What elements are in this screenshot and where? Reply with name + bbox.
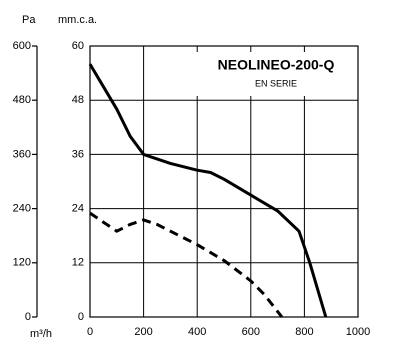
- x-tick-label: 800: [295, 326, 313, 338]
- y-tick-label: 36: [72, 148, 84, 160]
- plot-frame: [89, 45, 359, 318]
- y-tick-label: 48: [72, 94, 84, 106]
- title-box: [196, 52, 356, 96]
- x-tick-label: 0: [87, 326, 93, 338]
- y2-tick-label: 240: [13, 203, 31, 215]
- y2-tick-label: 360: [13, 148, 31, 160]
- y2-tick-label: 480: [13, 94, 31, 106]
- y2-tick-label: 120: [13, 257, 31, 269]
- series-line: [88, 63, 328, 318]
- series-line: [89, 211, 284, 318]
- chart-title: NEOLINEO-200-Q: [218, 57, 335, 73]
- x-tick-label: 200: [134, 326, 152, 338]
- x-tick-label: 1000: [346, 326, 370, 338]
- y2-tick-label: 600: [13, 40, 31, 52]
- x-axis-label: m³/h: [30, 328, 52, 338]
- x-tick-label: 600: [242, 326, 260, 338]
- y-tick-label: 12: [72, 257, 84, 269]
- chart-subtitle: EN SERIE: [255, 78, 297, 88]
- y2-axis-label: Pa: [22, 14, 36, 26]
- y-tick-label: 24: [72, 203, 84, 215]
- y-axis-label: mm.c.a.: [58, 14, 97, 26]
- y-tick-label: 0: [78, 311, 84, 323]
- y2-tick-label: 0: [25, 311, 31, 323]
- y-tick-label: 60: [72, 40, 84, 52]
- x-tick-label: 400: [188, 326, 206, 338]
